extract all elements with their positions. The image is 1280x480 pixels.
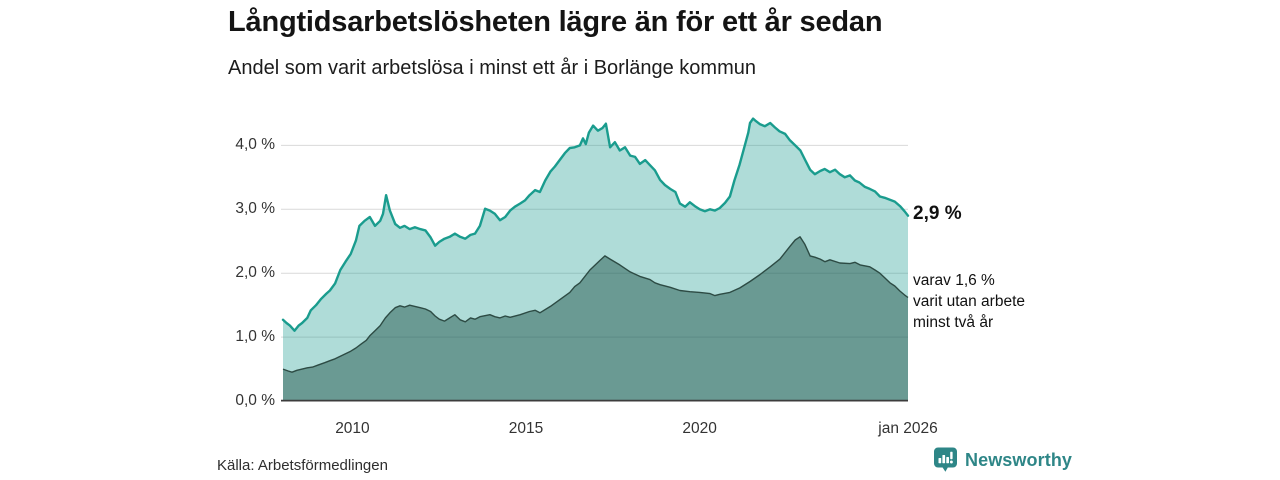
source-caption: Källa: Arbetsförmedlingen: [217, 457, 388, 474]
chart-subtitle: Andel som varit arbetslösa i minst ett å…: [228, 57, 756, 79]
newsworthy-logo[interactable]: Newsworthy: [933, 447, 1072, 473]
y-axis-tick-label: 0,0 %: [235, 392, 275, 409]
x-axis-tick-label: 2020: [682, 420, 717, 437]
chart-title: Långtidsarbetslösheten lägre än för ett …: [228, 6, 883, 38]
x-axis-tick-label: 2015: [508, 420, 544, 437]
series-end-label-two-years: varav 1,6 % varit utan arbete minst två …: [913, 272, 1026, 331]
area-chart: [281, 117, 910, 402]
newsworthy-wordmark: Newsworthy: [965, 449, 1073, 470]
y-axis-tick-label: 3,0 %: [235, 200, 275, 218]
y-axis-tick-label: 1,0 %: [235, 328, 275, 346]
y-axis-tick-label: 4,0 %: [235, 136, 275, 154]
series-end-label-total: 2,9 %: [913, 203, 962, 224]
x-axis-tick-label: jan 2026: [878, 420, 938, 437]
x-axis-tick-label: 2010: [335, 420, 370, 437]
y-axis-tick-label: 2,0 %: [235, 264, 275, 282]
newsworthy-bubble-chart-icon: [933, 447, 958, 473]
